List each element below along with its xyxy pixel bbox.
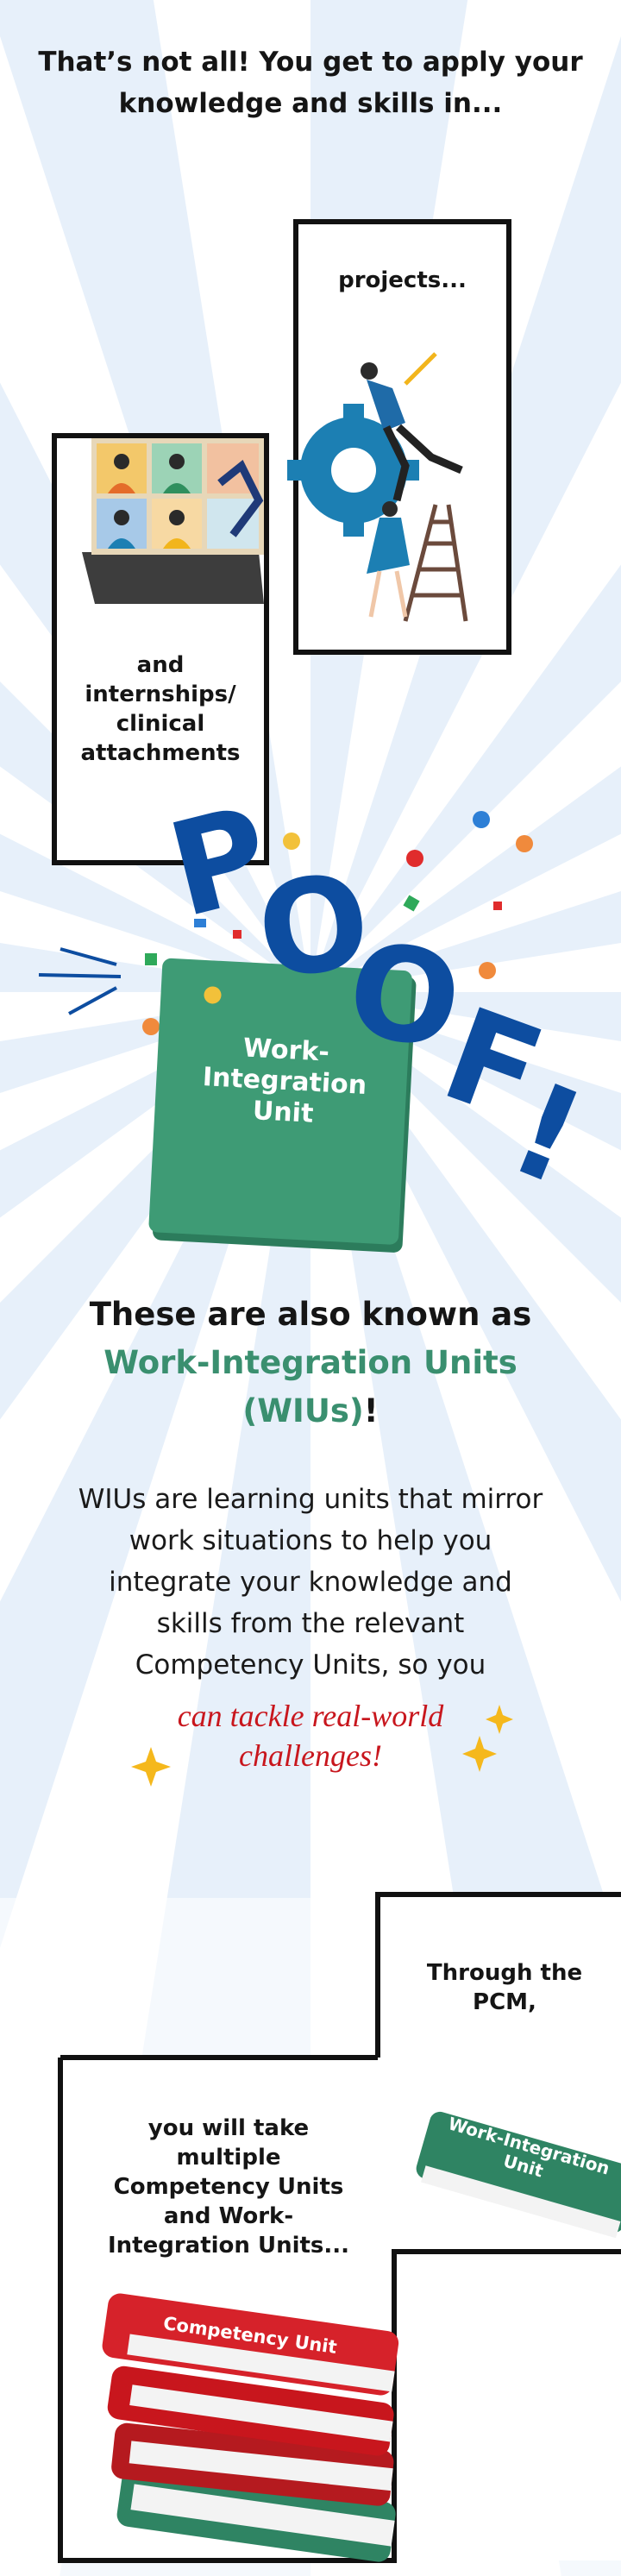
pcm-wiu-book <box>416 2111 621 2239</box>
ray <box>0 992 310 1420</box>
intro-text: That’s not all! You get to apply your kn… <box>38 47 583 119</box>
ray <box>310 36 621 992</box>
highlight: can tackle real-world challenges! <box>177 1699 444 1773</box>
laptop-illustration <box>82 438 264 604</box>
panel-outline <box>58 1892 621 2563</box>
pcm-panel-top <box>378 1894 621 2058</box>
pcm-detail: you will take multiple Competency Units … <box>107 2115 350 2259</box>
burst-lines <box>38 947 122 1015</box>
ray <box>0 833 310 992</box>
projects-illustration <box>287 352 468 622</box>
pcm-intro: Through the PCM, <box>426 1960 583 2015</box>
wiu-book-label: Work-Integration Unit <box>202 1033 367 1129</box>
wiu-book <box>148 958 417 1253</box>
internships-label: and internships/ clinical attachments <box>80 652 241 766</box>
heading-lead: These are also known as <box>89 1296 532 1333</box>
ray <box>0 992 310 1093</box>
cu-books <box>102 2293 399 2562</box>
ray <box>310 564 621 992</box>
heading-abbr: (WIUs) <box>242 1392 364 1429</box>
heading-abbr-line: (WIUs)! <box>34 1387 586 1436</box>
description: WIUs are learning units that mirror work… <box>78 1484 543 1681</box>
heading: These are also known as Work-Integration… <box>34 1291 586 1436</box>
ray <box>310 891 621 992</box>
heading-term: Work-Integration Units <box>104 1344 518 1381</box>
heading-mark: ! <box>363 1392 379 1429</box>
ray <box>310 766 621 992</box>
projects-label: projects... <box>338 267 467 293</box>
ray <box>310 992 621 1042</box>
ray <box>0 992 310 1948</box>
sparkles <box>131 1705 513 1787</box>
